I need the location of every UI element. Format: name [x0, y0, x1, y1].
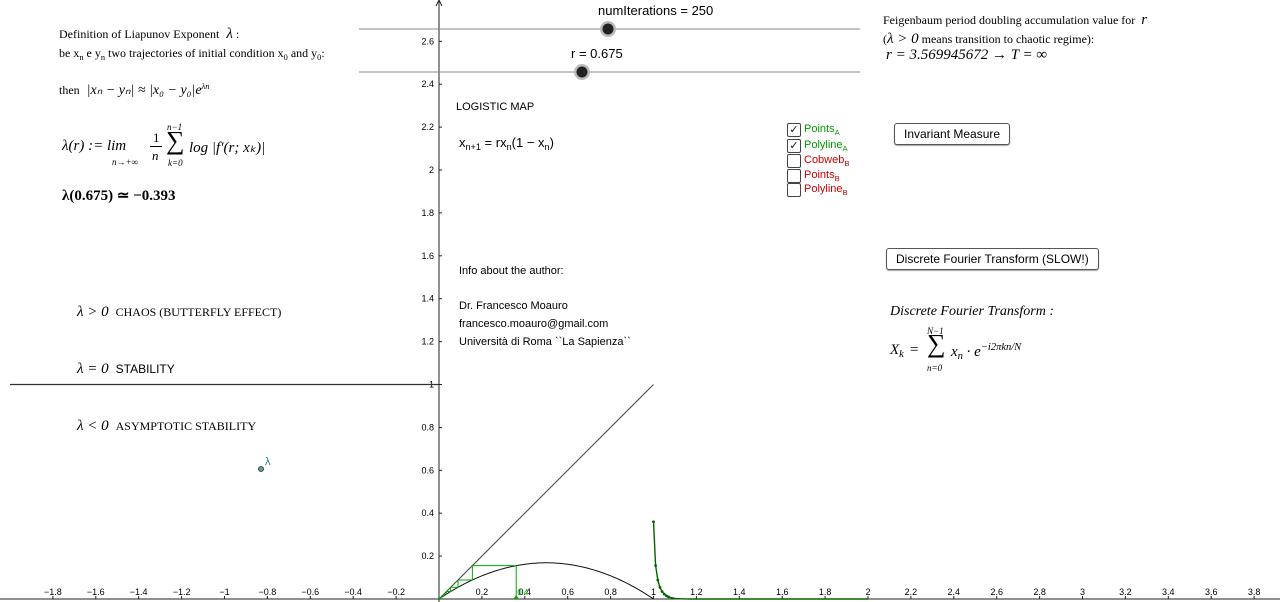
- x-tick-label: 0.2: [476, 587, 489, 597]
- x-tick-label: 0.4: [519, 587, 532, 597]
- y-axis-arrow: [435, 0, 443, 7]
- point-a: [658, 585, 662, 589]
- x-tick-label: 3.8: [1248, 587, 1261, 597]
- point-a: [656, 578, 660, 582]
- y-tick-label: 2.4: [421, 79, 434, 89]
- invariant-measure-button[interactable]: Invariant Measure: [894, 123, 1011, 145]
- y-tick-label: 1.2: [421, 337, 434, 347]
- x-tick-label: 1.4: [733, 587, 746, 597]
- identity-line: [438, 384, 654, 600]
- r-slider-knob[interactable]: [576, 66, 588, 78]
- num-iterations-label: numIterations = 250: [598, 3, 714, 18]
- x-tick-label: 0.6: [561, 587, 574, 597]
- x-tick-label: −1.8: [44, 587, 62, 597]
- x-tick-label: −0.4: [344, 587, 362, 597]
- definition-approx: then |xₙ − yₙ| ≈ |x₀ − y₀|eλn: [59, 82, 210, 98]
- num-iterations-slider-knob[interactable]: [602, 23, 614, 35]
- x-tick-label: 3: [1080, 587, 1085, 597]
- checkbox-box[interactable]: ✓: [787, 139, 801, 153]
- y-tick-label: 0.6: [421, 465, 434, 475]
- y-tick-label: 1.6: [421, 251, 434, 261]
- origin-label: 0.4: [517, 588, 529, 597]
- definition-line1: Definition of Liapunov Exponent λ :: [59, 26, 240, 42]
- checkbox-box[interactable]: [787, 169, 801, 183]
- x-tick-label: 1.6: [776, 587, 789, 597]
- author-email: francesco.moauro@gmail.com: [459, 318, 609, 330]
- y-tick-label: 1.8: [421, 208, 434, 218]
- lambda-value: λ(0.675) ≃ −0.393: [62, 188, 176, 204]
- author-name: Dr. Francesco Moauro: [459, 300, 568, 312]
- polyline-a: [652, 521, 868, 600]
- regime-asymptotic: λ < 0 ASYMPTOTIC STABILITY: [77, 418, 257, 434]
- lambda-point-label: λ: [265, 456, 271, 468]
- x-tick-label: 1.8: [819, 587, 832, 597]
- x-tick-label: −1: [219, 587, 229, 597]
- point-a: [652, 520, 655, 524]
- regime-chaos: λ > 0 CHAOS (BUTTERFLY EFFECT): [77, 304, 282, 320]
- checkbox-box[interactable]: [787, 183, 801, 197]
- dft-title: Discrete Fourier Transform :: [890, 304, 1054, 319]
- point-a: [660, 590, 664, 593]
- regime-stability: λ = 0 STABILITY: [77, 361, 175, 377]
- dft-button[interactable]: Discrete Fourier Transform (SLOW!): [886, 248, 1099, 270]
- x-tick-label: 3.4: [1162, 587, 1175, 597]
- checkbox-box[interactable]: [787, 154, 801, 168]
- cobweb-a: [438, 565, 517, 600]
- checkbox-points-b[interactable]: PointsB: [787, 169, 840, 183]
- feigenbaum-line1: Feigenbaum period doubling accumulation …: [883, 12, 1148, 28]
- x-tick-label: 2.2: [905, 587, 918, 597]
- point-a: [667, 595, 670, 599]
- point-a: [654, 564, 658, 568]
- y-tick-label: 2: [429, 165, 434, 175]
- y-tick-label: 1.4: [421, 294, 434, 304]
- point-a: [664, 594, 668, 598]
- x-tick-label: 1: [651, 587, 656, 597]
- lambda-point: [258, 466, 264, 472]
- seed-marker: [513, 595, 520, 599]
- x-tick-label: −0.6: [301, 587, 319, 597]
- author-heading: Info about the author:: [459, 265, 564, 277]
- checkbox-cobweb-b[interactable]: CobwebB: [787, 154, 850, 168]
- checkbox-points-a[interactable]: ✓ PointsA: [787, 123, 840, 137]
- definition-line2: be xn e yn two trajectories of initial c…: [59, 46, 325, 62]
- y-tick-label: 2.2: [421, 122, 434, 132]
- checkbox-polyline-b[interactable]: PolylineB: [787, 183, 848, 197]
- feigenbaum-value: r = 3.569945672 → T = ∞: [886, 47, 1048, 63]
- x-tick-label: 0.8: [604, 587, 617, 597]
- x-tick-label: −1.6: [87, 587, 105, 597]
- x-tick-label: 3.6: [1205, 587, 1218, 597]
- r-slider-label: r = 0.675: [571, 46, 623, 61]
- x-tick-label: 2.6: [990, 587, 1003, 597]
- checkbox-polyline-a[interactable]: ✓ PolylineA: [787, 139, 848, 153]
- x-tick-label: 2.8: [1033, 587, 1046, 597]
- logistic-map-title: LOGISTIC MAP: [456, 101, 535, 113]
- author-university: Università di Roma ``La Sapienza``: [459, 336, 631, 348]
- y-tick-label: 2.6: [421, 36, 434, 46]
- logistic-map-formula: xn+1 = rxn(1 − xn): [459, 135, 554, 152]
- checkbox-box[interactable]: ✓: [787, 123, 801, 137]
- x-tick-label: −0.2: [387, 587, 405, 597]
- point-a: [662, 592, 666, 596]
- y-tick-label: 0.4: [421, 508, 434, 518]
- x-tick-label: −1.2: [173, 587, 191, 597]
- x-tick-label: −0.8: [259, 587, 277, 597]
- x-tick-label: 2: [865, 587, 870, 597]
- x-tick-label: 2.4: [948, 587, 961, 597]
- y-tick-label: 0.2: [421, 551, 434, 561]
- logistic-parabola: [438, 562, 654, 600]
- x-tick-label: 3.2: [1119, 587, 1132, 597]
- sliders-layer[interactable]: [359, 21, 860, 80]
- x-tick-label: 1.2: [690, 587, 703, 597]
- y-tick-label: 0.8: [421, 422, 434, 432]
- curves: 0.4: [10, 383, 868, 600]
- x-tick-label: −1.4: [130, 587, 148, 597]
- feigenbaum-line2: (λ > 0 means transition to chaotic regim…: [883, 31, 1095, 47]
